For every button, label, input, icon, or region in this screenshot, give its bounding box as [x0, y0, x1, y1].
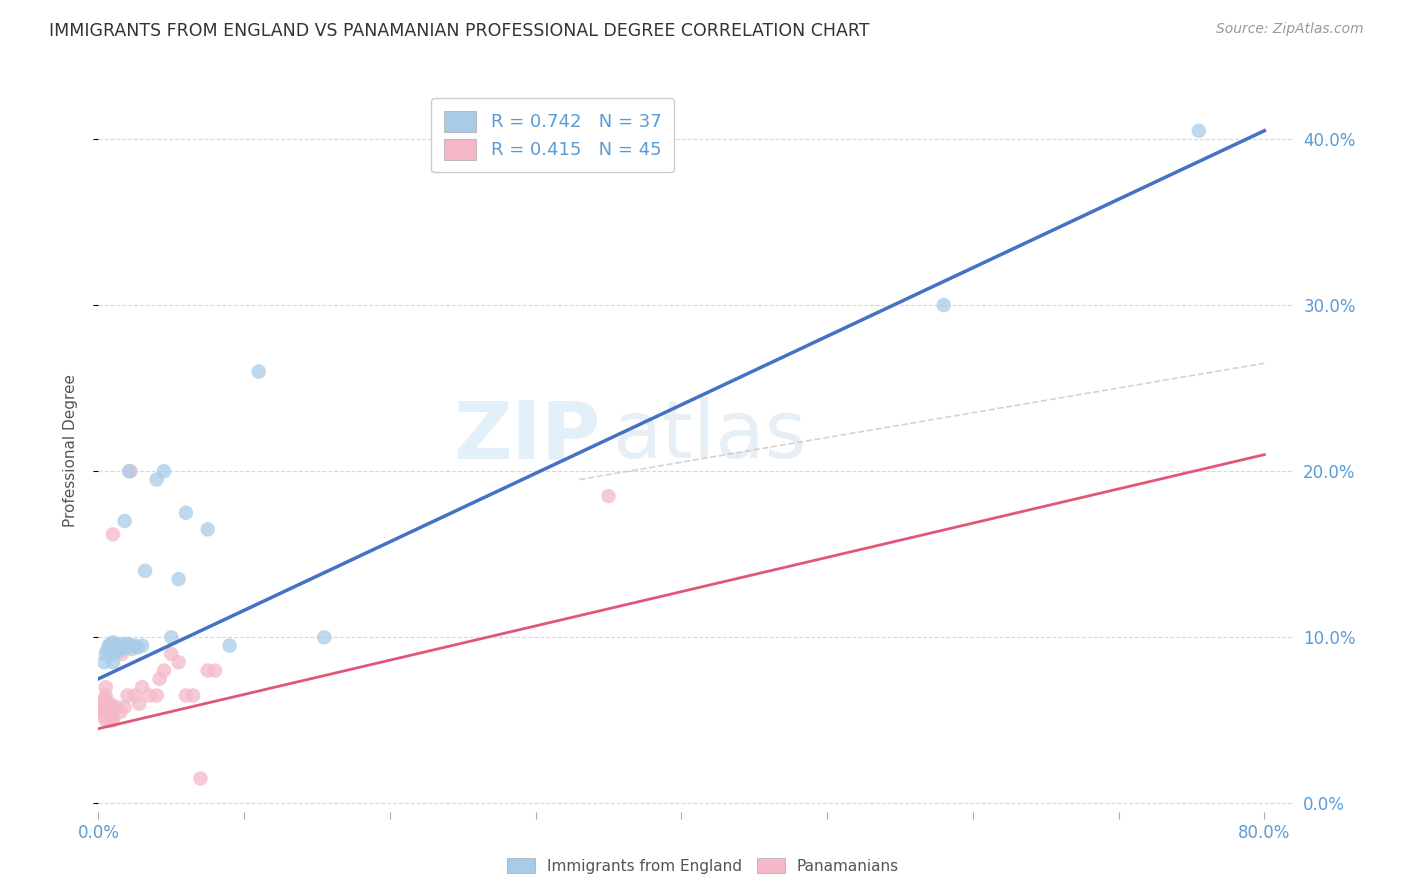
- Point: [110, 705, 132, 719]
- Point: [160, 630, 183, 644]
- Text: ZIP: ZIP: [453, 397, 600, 475]
- Point: [314, 630, 336, 644]
- Point: [218, 639, 240, 653]
- Point: [134, 564, 156, 578]
- Point: [94, 705, 117, 719]
- Point: [94, 710, 117, 724]
- Point: [124, 689, 146, 703]
- Point: [94, 689, 117, 703]
- Point: [131, 680, 153, 694]
- Point: [117, 689, 139, 703]
- Point: [94, 697, 117, 711]
- Point: [97, 700, 120, 714]
- Point: [111, 647, 134, 661]
- Point: [94, 700, 117, 714]
- Point: [96, 710, 118, 724]
- Point: [118, 464, 141, 478]
- Point: [160, 647, 183, 661]
- Point: [98, 714, 121, 728]
- Point: [100, 705, 122, 719]
- Point: [1188, 124, 1211, 138]
- Point: [96, 643, 118, 657]
- Point: [104, 637, 127, 651]
- Point: [101, 655, 124, 669]
- Point: [197, 664, 219, 678]
- Text: Source: ZipAtlas.com: Source: ZipAtlas.com: [1216, 22, 1364, 37]
- Point: [91, 697, 114, 711]
- Point: [110, 643, 132, 657]
- Point: [124, 639, 146, 653]
- Point: [128, 697, 150, 711]
- Point: [94, 647, 117, 661]
- Point: [247, 365, 270, 379]
- Point: [93, 655, 115, 669]
- Point: [101, 527, 124, 541]
- Point: [167, 572, 190, 586]
- Point: [120, 639, 142, 653]
- Point: [108, 639, 131, 653]
- Point: [117, 637, 139, 651]
- Point: [167, 655, 190, 669]
- Point: [190, 772, 212, 786]
- Text: atlas: atlas: [613, 397, 807, 475]
- Point: [104, 700, 127, 714]
- Point: [94, 693, 117, 707]
- Point: [153, 464, 176, 478]
- Point: [120, 464, 142, 478]
- Point: [101, 635, 124, 649]
- Point: [115, 640, 138, 655]
- Point: [94, 680, 117, 694]
- Point: [932, 298, 955, 312]
- Point: [121, 642, 143, 657]
- Point: [114, 700, 136, 714]
- Point: [101, 705, 124, 719]
- Point: [127, 640, 149, 655]
- Point: [174, 689, 197, 703]
- Point: [98, 697, 121, 711]
- Point: [101, 700, 124, 714]
- Point: [145, 689, 167, 703]
- Point: [598, 489, 620, 503]
- Point: [181, 689, 204, 703]
- Point: [101, 642, 124, 657]
- Point: [101, 714, 124, 728]
- Point: [197, 522, 219, 536]
- Point: [97, 639, 120, 653]
- Text: IMMIGRANTS FROM ENGLAND VS PANAMANIAN PROFESSIONAL DEGREE CORRELATION CHART: IMMIGRANTS FROM ENGLAND VS PANAMANIAN PR…: [49, 22, 870, 40]
- Point: [91, 700, 114, 714]
- Point: [90, 705, 112, 719]
- Point: [94, 714, 117, 728]
- Point: [93, 693, 115, 707]
- Point: [111, 640, 134, 655]
- Legend: R = 0.742   N = 37, R = 0.415   N = 45: R = 0.742 N = 37, R = 0.415 N = 45: [432, 98, 673, 172]
- Y-axis label: Professional Degree: Professional Degree: [63, 374, 77, 527]
- Point: [131, 639, 153, 653]
- Point: [98, 639, 121, 653]
- Point: [96, 705, 118, 719]
- Point: [204, 664, 226, 678]
- Point: [145, 473, 167, 487]
- Point: [93, 705, 115, 719]
- Point: [114, 514, 136, 528]
- Point: [101, 647, 124, 661]
- Point: [138, 689, 160, 703]
- Point: [100, 637, 122, 651]
- Point: [105, 639, 128, 653]
- Point: [100, 710, 122, 724]
- Point: [174, 506, 197, 520]
- Point: [153, 664, 176, 678]
- Point: [149, 672, 172, 686]
- Legend: Immigrants from England, Panamanians: Immigrants from England, Panamanians: [501, 852, 905, 880]
- Point: [112, 637, 135, 651]
